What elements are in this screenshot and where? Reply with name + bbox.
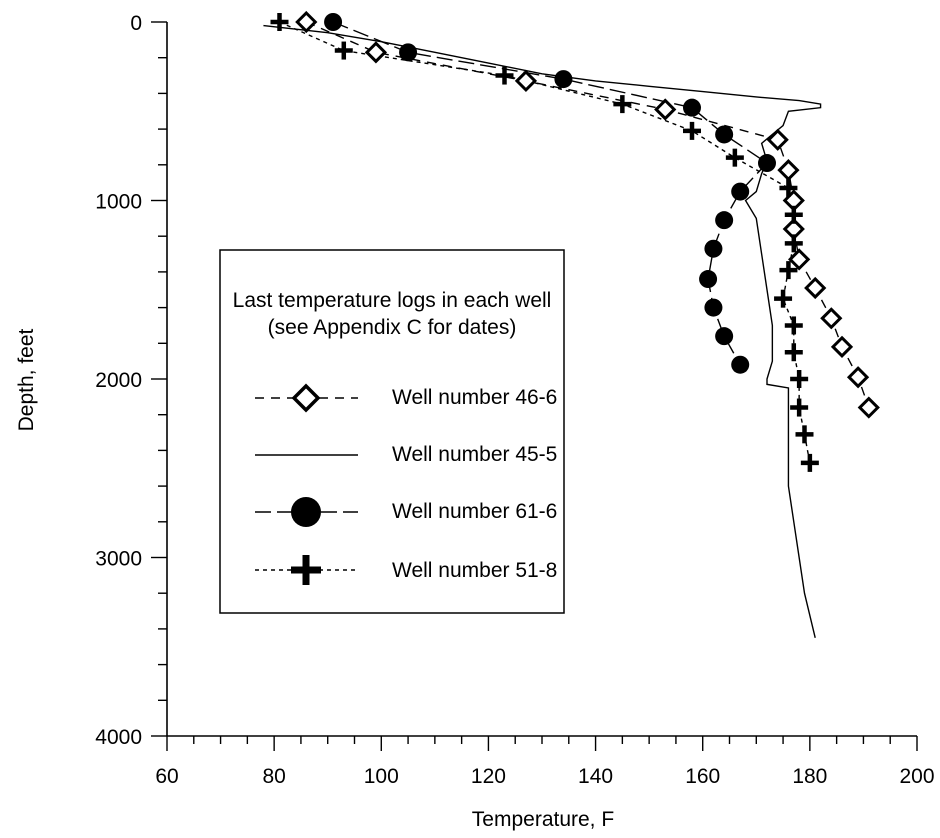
- legend-marker-diamond: [291, 383, 321, 413]
- point-61-6: [715, 327, 734, 346]
- x-tick-label: 180: [792, 765, 827, 788]
- legend-label-46-6: Well number 46-6: [392, 386, 557, 409]
- legend: Last temperature logs in each well (see …: [219, 249, 565, 614]
- y-tick-label: 2000: [95, 369, 142, 392]
- point-51-8: [774, 289, 793, 308]
- axes: 0 1000 2000 3000 4000 60 80 100 120 140 160 180 200: [95, 12, 934, 788]
- y-tick-label: 3000: [95, 548, 142, 571]
- point-51-8: [779, 261, 798, 280]
- point-46-6: [804, 276, 827, 300]
- point-61-6: [554, 70, 573, 89]
- legend-marker-circle: [291, 497, 321, 527]
- point-61-6: [704, 239, 723, 258]
- legend-label-51-8: Well number 51-8: [392, 559, 557, 582]
- y-tick-label: 0: [130, 12, 142, 35]
- point-61-6: [324, 13, 343, 31]
- point-51-8: [495, 66, 514, 85]
- point-51-8: [725, 148, 744, 167]
- point-61-6: [699, 270, 718, 289]
- point-51-8: [784, 343, 803, 362]
- x-tick-label: 160: [685, 765, 720, 788]
- y-tick-label: 4000: [95, 726, 142, 749]
- legend-sample-46-6: [255, 383, 358, 413]
- point-51-8: [779, 179, 798, 198]
- point-61-6: [683, 98, 701, 117]
- point-46-6: [514, 69, 538, 93]
- point-46-6: [364, 41, 388, 64]
- point-61-6: [399, 43, 418, 62]
- trace-45-5: [263, 24, 822, 638]
- point-51-8: [334, 41, 353, 60]
- point-51-8: [795, 425, 814, 444]
- x-tick-label: 120: [471, 765, 506, 788]
- point-51-8: [613, 95, 632, 114]
- point-51-8: [784, 234, 803, 253]
- trace-51-8: [279, 21, 811, 464]
- legend-samples: [255, 383, 358, 585]
- point-51-8: [270, 13, 289, 31]
- x-tick-label: 200: [899, 765, 934, 788]
- point-46-6: [830, 335, 854, 358]
- point-51-8: [790, 398, 809, 417]
- point-61-6: [704, 298, 723, 317]
- point-51-8: [683, 121, 701, 140]
- x-tick-label: 100: [364, 765, 399, 788]
- point-61-6: [731, 182, 750, 201]
- point-46-6: [766, 128, 789, 151]
- point-46-6: [777, 159, 800, 182]
- point-46-6: [820, 307, 843, 330]
- y-axis-title: Depth, feet: [15, 328, 38, 431]
- point-61-6: [715, 211, 734, 230]
- x-axis-title: Temperature, F: [472, 808, 614, 831]
- point-46-6: [788, 248, 811, 271]
- legend-title-line-1: Last temperature logs in each well: [233, 289, 552, 312]
- legend-sample-61-6: [255, 497, 358, 527]
- point-61-6: [758, 154, 776, 173]
- point-51-8: [790, 370, 809, 388]
- legend-label-61-6: Well number 61-6: [392, 500, 557, 523]
- point-61-6: [731, 355, 750, 374]
- x-tick-label: 80: [262, 765, 285, 788]
- point-46-6: [654, 98, 677, 121]
- point-61-6: [715, 125, 734, 144]
- point-46-6: [846, 366, 870, 389]
- legend-label-45-5: Well number 45-5: [392, 443, 557, 466]
- point-51-8: [784, 205, 803, 224]
- y-tick-label: 1000: [95, 191, 142, 214]
- point-51-8: [784, 316, 803, 335]
- x-tick-label: 140: [578, 765, 613, 788]
- point-51-8: [800, 453, 819, 472]
- x-tick-label: 60: [155, 765, 178, 788]
- legend-title-line-2: (see Appendix C for dates): [268, 316, 517, 339]
- legend-sample-51-8: [255, 555, 358, 585]
- point-46-6: [295, 10, 318, 34]
- legend-box: [219, 249, 565, 614]
- series-layer: [263, 10, 880, 638]
- point-46-6: [857, 396, 880, 419]
